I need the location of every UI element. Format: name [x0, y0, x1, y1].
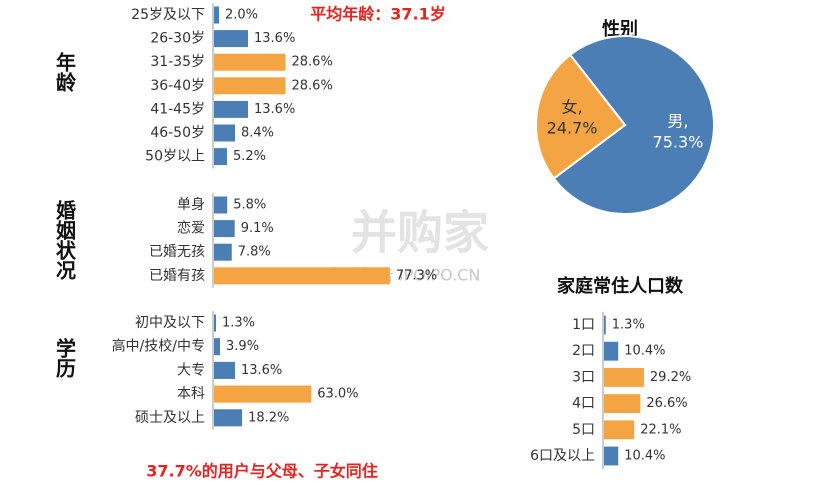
category-label: 大专 — [177, 362, 205, 378]
value-label: 10.4% — [624, 344, 665, 359]
value-label: 10.4% — [624, 449, 665, 464]
value-label: 13.6% — [241, 363, 282, 378]
category-label: 恋爱 — [177, 220, 205, 237]
value-label: 3.9% — [226, 339, 259, 354]
bar — [214, 267, 390, 285]
category-label: 2口 — [572, 343, 595, 359]
pie-slice — [535, 53, 627, 180]
category-label: 41-45岁 — [150, 101, 205, 117]
bar — [214, 409, 243, 427]
category-label: 5口 — [572, 422, 595, 438]
section-label: 年龄 — [53, 51, 77, 93]
bar — [214, 196, 228, 214]
bar — [214, 338, 221, 356]
slice-label: 男, — [667, 112, 688, 131]
slice-value: 75.3% — [653, 133, 704, 152]
category-label: 46-50岁 — [150, 125, 205, 141]
category-label: 50岁以上 — [145, 149, 205, 165]
bar — [214, 124, 235, 142]
bar — [214, 314, 217, 332]
value-label: 13.6% — [254, 31, 295, 46]
section-label: 学历 — [53, 337, 77, 379]
chart-title: 性别 — [602, 18, 638, 40]
category-label: 25岁及以下 — [131, 7, 205, 23]
category-label: 1口 — [572, 317, 595, 333]
category-label: 4口 — [572, 396, 595, 412]
category-label: 已婚无孩 — [149, 244, 205, 260]
bar — [214, 243, 232, 261]
category-label: 3口 — [572, 369, 595, 385]
value-label: 1.3% — [612, 318, 645, 333]
bar — [604, 394, 641, 414]
bar — [214, 6, 219, 24]
value-label: 22.1% — [640, 422, 681, 437]
value-label: 28.6% — [292, 78, 333, 93]
slice-label: 女, — [562, 97, 583, 116]
value-label: 7.8% — [238, 245, 271, 260]
value-label: 5.8% — [233, 198, 266, 213]
bar — [604, 341, 619, 361]
category-label: 初中及以下 — [135, 314, 205, 331]
category-label: 本科 — [177, 386, 205, 402]
value-label: 13.6% — [254, 102, 295, 117]
section-label: 婚姻状况 — [53, 199, 77, 281]
value-label: 77.3% — [396, 268, 437, 283]
bar — [214, 53, 286, 71]
category-label: 硕士及以上 — [135, 410, 205, 426]
watermark: 并购家 — [351, 206, 489, 260]
bar — [214, 385, 312, 403]
value-label: 8.4% — [241, 126, 274, 141]
bar — [214, 100, 248, 118]
category-label: 31-35岁 — [150, 54, 205, 70]
value-label: 2.0% — [225, 8, 258, 23]
bar — [214, 77, 286, 95]
value-label: 1.3% — [222, 316, 255, 331]
bar — [604, 420, 635, 440]
bar — [214, 361, 235, 379]
bar — [604, 315, 606, 335]
value-label: 18.2% — [248, 410, 289, 425]
slice-value: 24.7% — [547, 118, 598, 137]
chart-title: 家庭常住人口数 — [557, 275, 684, 297]
category-label: 已婚有孩 — [149, 268, 205, 284]
annotation: 平均年龄：37.1岁 — [310, 5, 445, 24]
value-label: 63.0% — [317, 387, 358, 402]
category-label: 单身 — [177, 197, 205, 213]
category-label: 高中/技校/中专 — [112, 338, 205, 355]
category-label: 26-30岁 — [150, 31, 205, 47]
value-label: 26.6% — [646, 396, 687, 411]
bar — [604, 446, 619, 466]
category-label: 36-40岁 — [150, 78, 205, 94]
pie-slice — [552, 35, 715, 215]
bar — [214, 220, 235, 238]
bar — [214, 30, 248, 48]
bar — [604, 367, 644, 387]
bar — [214, 148, 227, 166]
value-label: 9.1% — [241, 221, 274, 236]
value-label: 28.6% — [292, 55, 333, 70]
category-label: 6口及以上 — [530, 448, 595, 464]
value-label: 29.2% — [650, 370, 691, 385]
value-label: 5.2% — [233, 149, 266, 164]
annotation: 37.7%的用户与父母、子女同住 — [146, 462, 378, 481]
